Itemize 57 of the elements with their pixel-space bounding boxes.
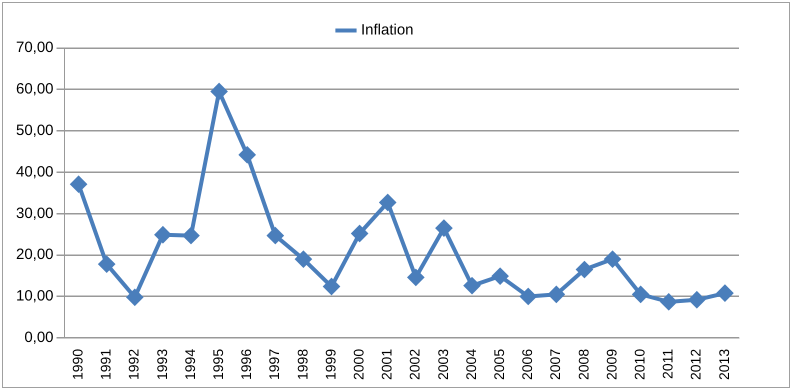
x-tick-label: 2005: [490, 348, 507, 380]
x-tick-label: 1997: [266, 348, 282, 380]
y-tick-label: 50,00: [16, 122, 54, 139]
x-tick-label: 2007: [547, 348, 564, 380]
x-tick-label: 1994: [182, 348, 198, 380]
y-tick-label: 40,00: [16, 163, 54, 180]
x-tick-label: 2011: [660, 348, 676, 379]
x-tick-label: 1992: [126, 348, 142, 380]
x-tick-label: 1995: [210, 348, 226, 380]
point: [267, 228, 284, 244]
x-tick-label: 1998: [294, 348, 310, 380]
point: [464, 278, 480, 294]
x-tick-label: 2008: [575, 348, 592, 380]
x-tick-label: 2013: [716, 348, 732, 380]
x-tick-label: 2001: [378, 348, 395, 380]
x-tick-label: 2004: [462, 348, 479, 380]
point: [295, 251, 312, 268]
y-tick-label: 20,00: [16, 246, 54, 264]
point: [352, 226, 368, 242]
point: [126, 289, 143, 306]
point: [716, 285, 733, 302]
x-tick-label: 2006: [519, 348, 536, 380]
point: [408, 269, 424, 286]
point: [183, 228, 199, 244]
x-tick-label: 2012: [688, 348, 704, 380]
x-tick-label: 1991: [98, 348, 114, 380]
point: [520, 288, 536, 304]
y-tick-label: 60,00: [16, 80, 54, 98]
point: [548, 286, 564, 302]
y-tick-label: 30,00: [16, 204, 54, 222]
point: [154, 226, 171, 243]
point: [324, 278, 340, 295]
y-tick-label: 0,00: [24, 328, 54, 346]
x-tick-label: 2003: [434, 348, 451, 380]
legend-label: Inflation: [360, 22, 414, 39]
point: [660, 294, 677, 310]
point: [239, 146, 256, 163]
y-tick-label: 70,00: [16, 39, 54, 56]
point: [688, 292, 705, 308]
point: [436, 220, 452, 236]
point: [604, 251, 621, 268]
x-tick-label: 1990: [69, 348, 86, 380]
point: [211, 83, 228, 100]
point: [576, 262, 592, 278]
x-tick-label: 1999: [322, 348, 338, 380]
y-tick-label: 10,00: [16, 288, 54, 305]
point: [632, 286, 649, 302]
point: [98, 256, 115, 272]
x-tick-label: 2009: [603, 348, 620, 380]
x-tick-label: 1993: [154, 348, 170, 380]
point: [70, 176, 87, 192]
x-tick-label: 2002: [406, 348, 423, 380]
x-tick-label: 2000: [350, 348, 366, 380]
point: [380, 194, 396, 210]
point: [492, 268, 508, 284]
x-tick-label: 2010: [632, 348, 648, 380]
x-tick-label: 1996: [238, 348, 254, 380]
